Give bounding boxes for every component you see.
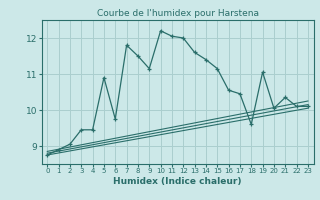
Title: Courbe de l'humidex pour Harstena: Courbe de l'humidex pour Harstena bbox=[97, 9, 259, 18]
X-axis label: Humidex (Indice chaleur): Humidex (Indice chaleur) bbox=[113, 177, 242, 186]
